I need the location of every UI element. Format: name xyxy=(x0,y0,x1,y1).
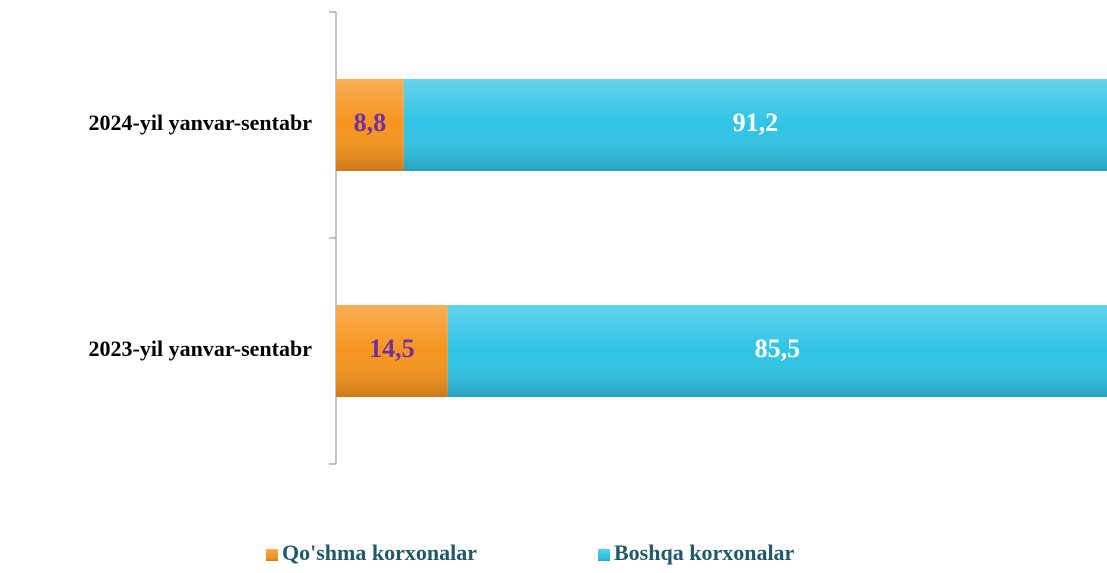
category-label: 2023-yil yanvar-sentabr xyxy=(89,336,313,361)
value-label: 14,5 xyxy=(369,334,415,363)
legend-swatch-shade xyxy=(598,549,610,561)
value-label: 8,8 xyxy=(354,108,387,137)
bar-shade xyxy=(336,79,404,171)
bar-shade xyxy=(447,305,1107,397)
value-label: 91,2 xyxy=(733,108,779,137)
legend-label: Boshqa korxonalar xyxy=(614,540,795,565)
bar-shade xyxy=(403,79,1107,171)
value-label: 85,5 xyxy=(755,334,801,363)
legend-swatch-shade xyxy=(266,549,278,561)
bar-shade xyxy=(336,305,448,397)
legend-label: Qo'shma korxonalar xyxy=(282,540,477,565)
category-label: 2024-yil yanvar-sentabr xyxy=(89,110,313,135)
